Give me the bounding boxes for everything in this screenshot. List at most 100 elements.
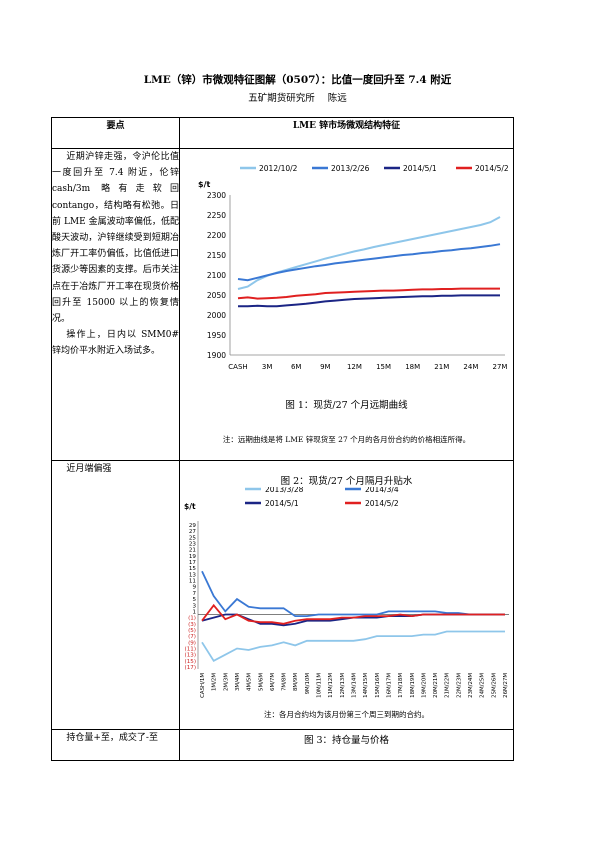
series-line [238,294,500,308]
x-tick-label: 23M/24M [468,673,474,698]
row2-left-cell: 近月端偏强 [51,460,180,730]
y-tick-label: 2250 [207,211,226,220]
figure2-note: 注：各月合约均为该月份第三个周三到期的合约。 [264,710,429,719]
y-tick-label: (3) [188,622,196,628]
x-tick-label: 14M/15M [363,673,369,698]
legend-label: 2014/5/1 [265,499,299,508]
x-tick-label: 7M/8M [282,673,288,691]
row3-left-cell: 持仓量+至，成交了-至 [51,729,180,761]
y-tick-label: 5 [192,597,196,603]
x-tick-label: 15M/16M [375,673,381,698]
document-title: LME（锌）市微观特征图解（0507）：比值一度回升至 7.4 附近 [143,74,452,86]
x-tick-label: 26M/27M [503,673,509,698]
x-tick-label: 3M/4M [235,673,241,691]
y-tick-label: 27 [189,529,197,535]
x-tick-label: 8M/9M [293,673,299,691]
table-row: 近期沪锌走强，令沪伦比值一度回升至 7.4 附近，伦锌 cash/3m 略有走软… [51,148,514,461]
table-row: 持仓量+至，成交了-至 图 3：持仓量与价格 [51,729,514,761]
y-tick-label: (1) [188,616,196,622]
y-tick-label: 15 [189,566,197,572]
y-tick-label: 25 [189,535,197,541]
key-points-cell: 近期沪锌走强，令沪伦比值一度回升至 7.4 附近，伦锌 cash/3m 略有走软… [51,148,180,461]
legend-label: 2014/5/1 [403,164,437,173]
series-line [237,287,500,300]
x-tick-label: 6M [291,363,302,371]
y-tick-label: 21 [189,548,197,554]
institute-name: 五矿期货研究所 [248,93,315,104]
table-row: 近月端偏强 图 2：现货/27 个月隔月升贴水 $/t 2013/3/28 2014… [51,460,514,730]
y-tick-label: 19 [189,554,197,560]
x-tick-label: CASH/1M [200,673,206,698]
x-tick-label: 24M/25M [480,673,486,698]
x-tick-label: 6M/7M [270,673,276,691]
key-points-paragraph: 操作上，日内以 SMM0#锌均价平水附近入场试多。 [52,330,179,357]
legend-label: 2013/2/26 [331,164,370,173]
legend-label: 2014/5/2 [475,164,509,173]
x-tick-label: 17M/18M [398,673,404,698]
y-tick-label: (11) [185,646,196,652]
x-tick-label: 21M [434,363,449,371]
figure3-cell: 图 3：持仓量与价格 [179,729,514,761]
x-tick-label: 21M/22M [445,673,451,698]
y-tick-label: 2000 [207,311,226,320]
figure2-caption: 图 2：现货/27 个月隔月升贴水 [280,476,413,487]
legend-label: 2014/3/4 [365,487,399,494]
x-tick-label: 2M/3M [223,673,229,691]
series-line [237,243,501,282]
legend-label: 2013/3/28 [265,487,304,494]
x-tick-label: 11M/12M [328,673,334,698]
row2-paragraph: 近月端偏强 [66,464,112,474]
key-points-paragraph: 近期沪锌走强，令沪伦比值一度回升至 7.4 附近，伦锌 cash/3m 略有走软… [52,152,179,325]
series-line [201,630,505,662]
x-tick-label: 9M [320,363,331,371]
y-tick-label: 2200 [207,231,226,240]
legend-label: 2014/5/2 [365,499,399,508]
spread-chart: $/t 2013/3/28 2014/3/4 2014/5/1 2014/5/2 2927… [184,487,509,698]
y-tick-label: 2050 [207,291,226,300]
figure1-caption: 图 1：现货/27 个月远期曲线 [285,400,408,411]
y-tick-label: (7) [188,634,196,640]
figure1-cell: $/t 2012/10/2 2013/2/26 2014/5/1 2014/5/2 190… [179,148,514,461]
y-tick-label: 1950 [207,331,226,340]
x-tick-label: CASH [228,363,247,371]
table-header-row: 要点 LME 锌市场微观结构特征 [51,117,514,149]
x-tick-label: 24M [463,363,478,371]
x-tick-label: 22M/23M [456,673,462,698]
y-tick-label: 2150 [207,251,226,260]
y-tick-label: (5) [188,628,196,634]
x-tick-label: 16M/17M [386,673,392,698]
y-tick-label: 23 [189,542,197,548]
y-tick-label: (17) [185,665,196,671]
series-line [237,216,501,290]
author-line: 五矿期货研究所 陈远 [0,90,595,104]
x-tick-label: 4M/5M [247,673,253,691]
header-structure: LME 锌市场微观结构特征 [179,117,514,149]
y-tick-label: 29 [189,523,197,529]
y-tick-label: (9) [188,640,196,646]
y-tick-label: 2100 [207,271,226,280]
legend-label: 2012/10/2 [259,164,298,173]
figure3-caption: 图 3：持仓量与价格 [303,735,390,746]
x-tick-label: 18M [405,363,420,371]
y-axis-unit: $/t [198,180,210,189]
series-line [201,570,505,618]
x-tick-label: 18M/19M [410,673,416,698]
y-tick-label: 1 [192,609,196,615]
x-tick-label: 12M [347,363,362,371]
x-tick-label: 19M/20M [421,673,427,698]
header-key-points: 要点 [51,117,180,149]
x-tick-label: 1M/2M [212,673,218,691]
y-tick-label: 13 [189,572,197,578]
x-tick-label: 10M/11M [317,673,323,698]
y-axis-unit: $/t [184,502,196,511]
y-tick-label: 3 [192,603,196,609]
x-tick-label: 12M/13M [340,673,346,698]
y-tick-label: 2300 [207,191,226,200]
series-line [201,603,505,625]
report-table: 要点 LME 锌市场微观结构特征 近期沪锌走强，令沪伦比值一度回升至 7.4 附… [51,117,514,761]
x-tick-label: 15M [376,363,391,371]
y-tick-label: 17 [189,560,197,566]
y-tick-label: 1900 [207,351,226,360]
y-tick-label: 9 [192,585,196,591]
x-tick-label: 25M/26M [491,673,497,698]
